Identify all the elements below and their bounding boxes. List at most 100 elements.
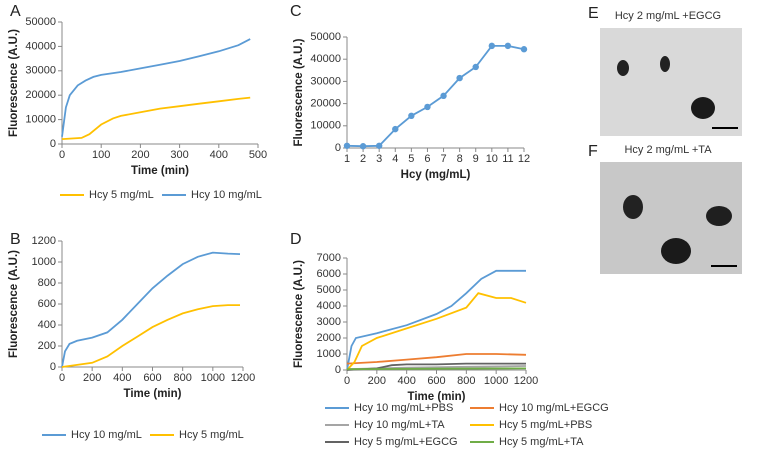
- particle: [661, 238, 691, 264]
- x-tick-label: 100: [92, 149, 110, 161]
- panel-label: A: [10, 3, 21, 20]
- particle: [623, 195, 643, 219]
- legend-label: Hcy 10 mg/mL+EGCG: [499, 402, 609, 414]
- y-tick-label: 200: [38, 340, 56, 352]
- y-axis-title: Fluorescence (A.U.): [293, 38, 305, 146]
- data-line: [61, 38, 251, 137]
- y-tick-label: 600: [38, 298, 56, 310]
- data-line: [346, 362, 526, 371]
- data-point: [359, 143, 367, 150]
- x-tick-label: 4: [392, 153, 398, 165]
- y-tick-label: 40000: [25, 40, 56, 52]
- legend-label: Hcy 5 mg/mL+TA: [499, 436, 584, 448]
- x-tick-label: 1000: [201, 372, 225, 384]
- y-axis-title: Fluorescence (A.U.): [293, 260, 305, 368]
- x-tick-label: 1200: [231, 372, 255, 384]
- data-line: [346, 353, 527, 365]
- x-tick-label: 3: [376, 153, 382, 165]
- x-tick-label: 7: [440, 153, 446, 165]
- y-tick-label: 50000: [25, 16, 56, 28]
- panel-label: B: [10, 231, 21, 248]
- x-tick-label: 0: [59, 372, 65, 384]
- panel-label: E: [588, 5, 599, 22]
- x-tick-label: 400: [210, 149, 228, 161]
- y-tick-label: 10000: [310, 120, 341, 132]
- data-line: [346, 367, 527, 371]
- particle: [706, 206, 732, 226]
- data-point: [408, 112, 415, 120]
- data-line: [61, 304, 240, 368]
- panel-label: F: [588, 143, 598, 160]
- data-line: [346, 292, 527, 371]
- panel-label: C: [290, 3, 302, 20]
- y-tick-label: 5000: [317, 284, 341, 296]
- chart-panel: B 0 200 400 600 800 1000 1200 0 200 400 600 800 1000 1…: [8, 231, 255, 441]
- data-point: [488, 42, 496, 50]
- panel-e: E Hcy 2 mg/mL +EGCG: [588, 5, 742, 136]
- micrograph: [600, 28, 742, 136]
- y-tick-label: 30000: [25, 65, 56, 77]
- legend-label: Hcy 10 mg/mL: [71, 429, 142, 441]
- y-tick-label: 0: [50, 138, 56, 150]
- x-tick-label: 10: [486, 153, 498, 165]
- data-point: [375, 142, 383, 149]
- data-line: [61, 96, 251, 140]
- chart-panel: D 0 1000 2000 3000 4000 5000 6000 7000 0 200 400 600…: [290, 231, 609, 448]
- y-tick-label: 20000: [25, 89, 56, 101]
- legend-label: Hcy 10 mg/mL+PBS: [354, 402, 453, 414]
- y-tick-label: 7000: [317, 252, 341, 264]
- y-tick-label: 0: [50, 361, 56, 373]
- chart-panel: A 0 10000 20000 30000 40000 50000 0 100 200 300 400…: [8, 3, 267, 201]
- y-tick-label: 0: [335, 142, 341, 154]
- x-tick-label: 400: [113, 372, 131, 384]
- y-tick-label: 1200: [32, 235, 56, 247]
- particle: [660, 56, 670, 72]
- y-tick-label: 2000: [317, 332, 341, 344]
- x-tick-label: 1200: [514, 375, 538, 387]
- legend-label: Hcy 5 mg/mL+EGCG: [354, 436, 458, 448]
- data-point: [504, 42, 512, 50]
- y-tick-label: 30000: [310, 75, 341, 87]
- x-tick-label: 200: [83, 372, 101, 384]
- data-line: [346, 45, 525, 148]
- x-tick-label: 200: [131, 149, 149, 161]
- y-tick-label: 1000: [317, 348, 341, 360]
- x-tick-label: 12: [518, 153, 530, 165]
- y-tick-label: 1000: [32, 256, 56, 268]
- x-tick-label: 600: [143, 372, 161, 384]
- x-tick-label: 11: [502, 153, 513, 165]
- x-tick-label: 5: [408, 153, 414, 165]
- x-tick-label: 800: [457, 375, 475, 387]
- x-axis-title: Time (min): [131, 165, 189, 177]
- x-tick-label: 200: [368, 375, 386, 387]
- y-tick-label: 400: [38, 319, 56, 331]
- x-axis-title: Time (min): [408, 391, 466, 403]
- x-tick-label: 1: [344, 153, 350, 165]
- data-line: [346, 269, 526, 371]
- x-tick-label: 800: [173, 372, 191, 384]
- y-tick-label: 0: [335, 364, 341, 376]
- legend-label: Hcy 10 mg/mL: [191, 189, 262, 201]
- x-tick-label: 0: [344, 375, 350, 387]
- particle: [691, 97, 715, 119]
- data-point: [456, 74, 463, 82]
- y-tick-label: 50000: [310, 31, 341, 43]
- legend-label: Hcy 10 mg/mL+TA: [354, 419, 445, 431]
- y-tick-label: 4000: [317, 300, 341, 312]
- image-caption: Hcy 2 mg/mL +TA: [624, 144, 712, 156]
- panel-f: F Hcy 2 mg/mL +TA: [588, 143, 742, 274]
- data-line: [61, 251, 241, 368]
- data-point: [343, 142, 351, 149]
- x-axis-title: Hcy (mg/mL): [401, 169, 471, 181]
- y-axis-title: Fluorescence (A.U.): [8, 29, 20, 137]
- x-tick-label: 500: [249, 149, 267, 161]
- data-point: [520, 46, 528, 53]
- x-tick-label: 9: [473, 153, 479, 165]
- data-point: [424, 103, 431, 111]
- y-tick-label: 3000: [317, 316, 341, 328]
- legend-label: Hcy 5 mg/mL: [89, 189, 154, 201]
- y-tick-label: 800: [38, 277, 56, 289]
- y-tick-label: 20000: [310, 98, 341, 110]
